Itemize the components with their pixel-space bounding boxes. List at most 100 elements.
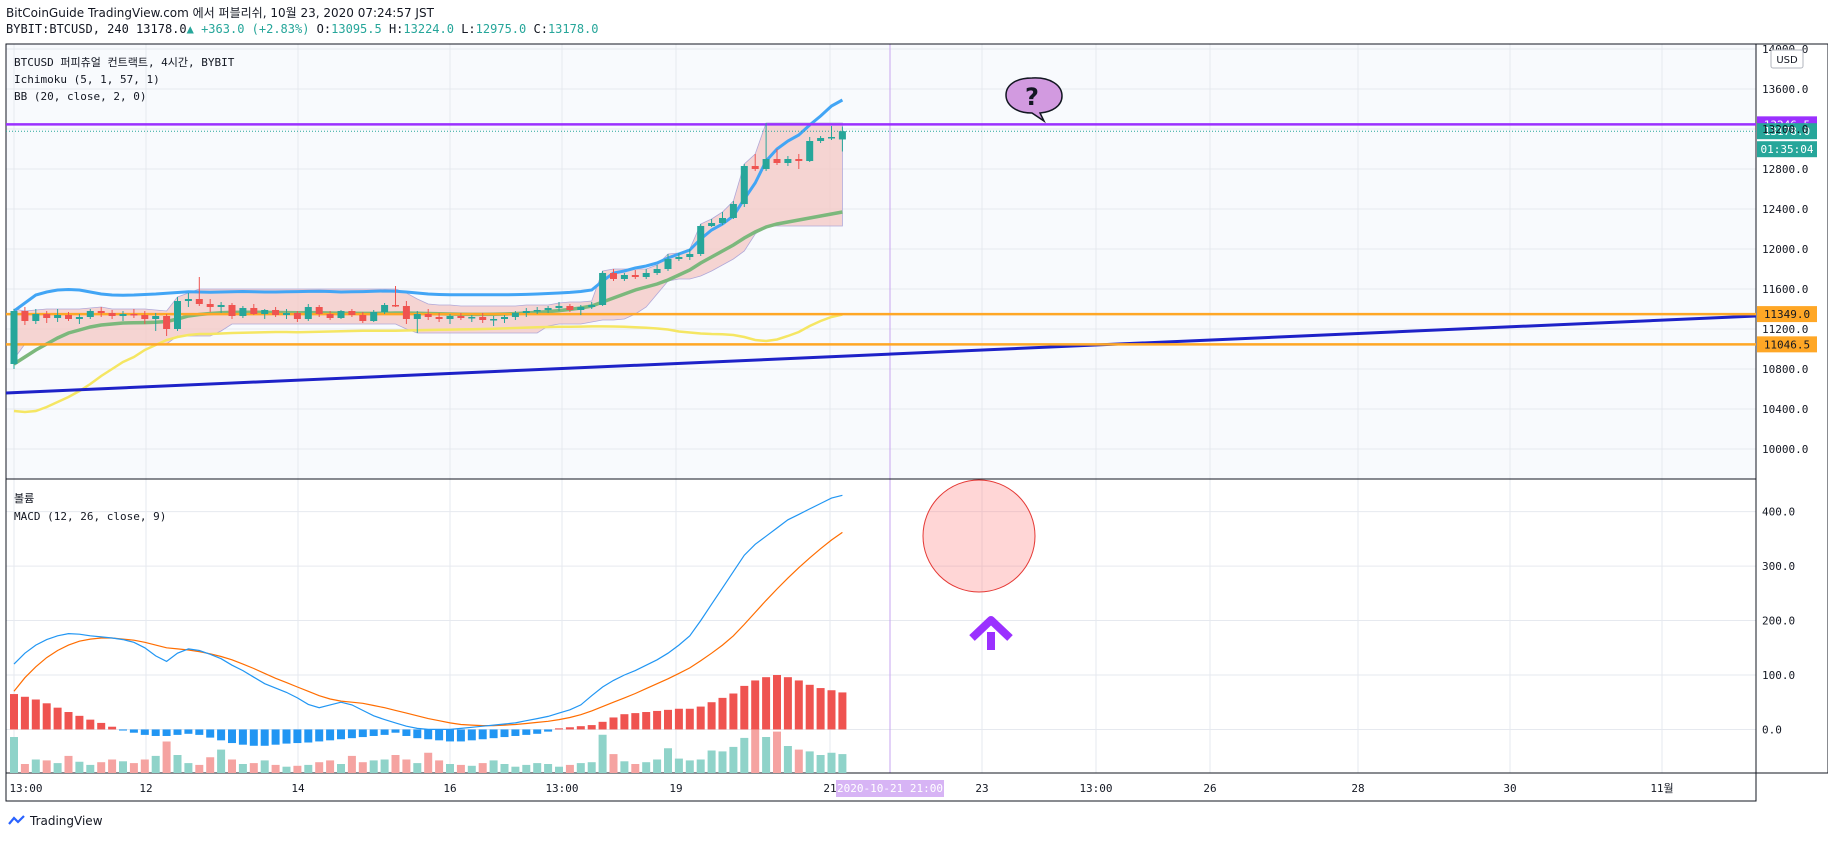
histogram-bar-10 (119, 729, 127, 731)
volume-bar-39 (435, 760, 444, 773)
volume-bar-64 (707, 750, 716, 773)
histogram-bar-22 (249, 729, 258, 746)
question-mark: ? (1025, 83, 1039, 111)
volume-bar-22 (249, 763, 258, 773)
price-pane-bg (6, 44, 1756, 479)
histogram-bar-66 (729, 693, 738, 730)
branding[interactable]: TradingView (8, 814, 103, 828)
candle-body-54 (599, 273, 607, 305)
macd-line (13, 494, 843, 730)
candle-body-4 (54, 315, 62, 318)
candle-body-37 (413, 314, 421, 319)
candle-body-1 (21, 311, 29, 321)
histogram-bar-13 (151, 729, 160, 736)
histogram-bar-15 (173, 729, 182, 735)
branding-label: TradingView (30, 814, 103, 828)
candle-body-61 (675, 257, 683, 259)
legend-ichimoku: Ichimoku (5, 1, 57, 1) (14, 73, 160, 86)
volume-bar-74 (816, 755, 825, 773)
histogram-bar-74 (816, 688, 825, 730)
up-arrow-icon (969, 616, 1013, 650)
histogram-bar-35 (391, 729, 400, 733)
histogram-bar-26 (293, 729, 302, 744)
candle-body-17 (195, 299, 203, 304)
macd-histogram (10, 675, 847, 746)
candle-body-43 (479, 317, 487, 320)
histogram-bar-41 (456, 729, 465, 742)
speech-bubble-icon (1005, 77, 1063, 124)
volume-bar-34 (380, 759, 389, 773)
currency-frame (1770, 49, 1804, 69)
histogram-bar-0 (10, 694, 18, 730)
candle-body-58 (642, 273, 650, 277)
volume-bar-44 (489, 760, 498, 773)
volume-bar-62 (685, 760, 694, 773)
open-label: O: (309, 22, 332, 36)
volume-bar-47 (522, 764, 531, 773)
candle-body-59 (653, 269, 661, 273)
price-tick-8: 13200.0 (1762, 123, 1808, 136)
histogram-bar-69 (762, 677, 771, 730)
volume-bar-76 (838, 754, 847, 773)
histogram-bar-71 (783, 677, 792, 730)
price-change: ▲ +363.0 (+2.83%) (186, 22, 310, 36)
histogram-bar-60 (664, 709, 672, 730)
candle-body-75 (828, 137, 835, 139)
volume-bar-63 (696, 759, 705, 773)
candle-body-73 (806, 141, 814, 161)
histogram-bar-2 (31, 699, 40, 730)
candle-body-64 (708, 223, 716, 226)
volume-bar-60 (664, 748, 672, 773)
histogram-bar-34 (380, 729, 389, 735)
candle-body-31 (348, 311, 356, 315)
price-axis[interactable] (1755, 43, 1828, 774)
volume-bar-1 (20, 764, 29, 773)
candlesticks (10, 123, 846, 369)
candle-body-38 (424, 314, 432, 317)
volume-bar-12 (140, 759, 149, 773)
candle-body-74 (817, 138, 825, 141)
macd-tick-0: 0.0 (1762, 723, 1782, 736)
volume-bar-58 (642, 762, 651, 773)
histogram-bar-64 (707, 702, 716, 730)
volume-bar-73 (805, 751, 814, 773)
histogram-bar-54 (598, 721, 607, 730)
bb-upper-line (13, 98, 844, 313)
volume-bar-43 (478, 763, 487, 773)
candle-body-34 (381, 305, 389, 312)
candle-body-76 (838, 131, 846, 140)
volume-bar-17 (195, 764, 204, 773)
axis-labels: 13246.511349.011046.513178.001:35:041000… (9, 43, 1817, 797)
volume-bar-70 (773, 731, 781, 773)
histogram-bar-52 (576, 726, 585, 730)
time-tick-8: 13:00 (1079, 782, 1112, 795)
high-value: 13224.0 (403, 22, 454, 36)
price-tick-1: 10400.0 (1762, 403, 1808, 416)
candle-body-50 (555, 306, 563, 308)
currency-box[interactable]: USD (1770, 49, 1804, 69)
cloud-area (13, 122, 843, 361)
volume-bar-15 (173, 755, 182, 773)
ichimoku-cloud (13, 122, 843, 361)
histogram-bar-20 (228, 729, 236, 744)
time-tick-12: 11월 (1650, 782, 1673, 795)
candle-body-44 (490, 319, 498, 321)
signal-line (13, 531, 843, 727)
highlight-circle (922, 479, 1036, 593)
volume-bar-10 (119, 761, 127, 773)
volume-bar-41 (456, 764, 465, 773)
price-tick-3: 11200.0 (1762, 323, 1808, 336)
candle-body-35 (392, 305, 399, 307)
macd-pane[interactable] (5, 478, 1757, 774)
volume-bar-51 (565, 764, 574, 773)
legend-macd: MACD (12, 26, close, 9) (14, 510, 166, 523)
candle-body-0 (10, 311, 18, 364)
histogram-bar-18 (206, 729, 215, 738)
candle-body-33 (370, 312, 378, 321)
legend: BTCUSD 퍼피츄얼 컨트랙트, 4시간, BYBIT Ichimoku (5… (14, 55, 235, 523)
histogram-bar-31 (347, 729, 356, 739)
volume-bar-45 (500, 764, 509, 773)
histogram-bar-3 (42, 703, 51, 730)
histogram-bar-65 (718, 697, 727, 730)
